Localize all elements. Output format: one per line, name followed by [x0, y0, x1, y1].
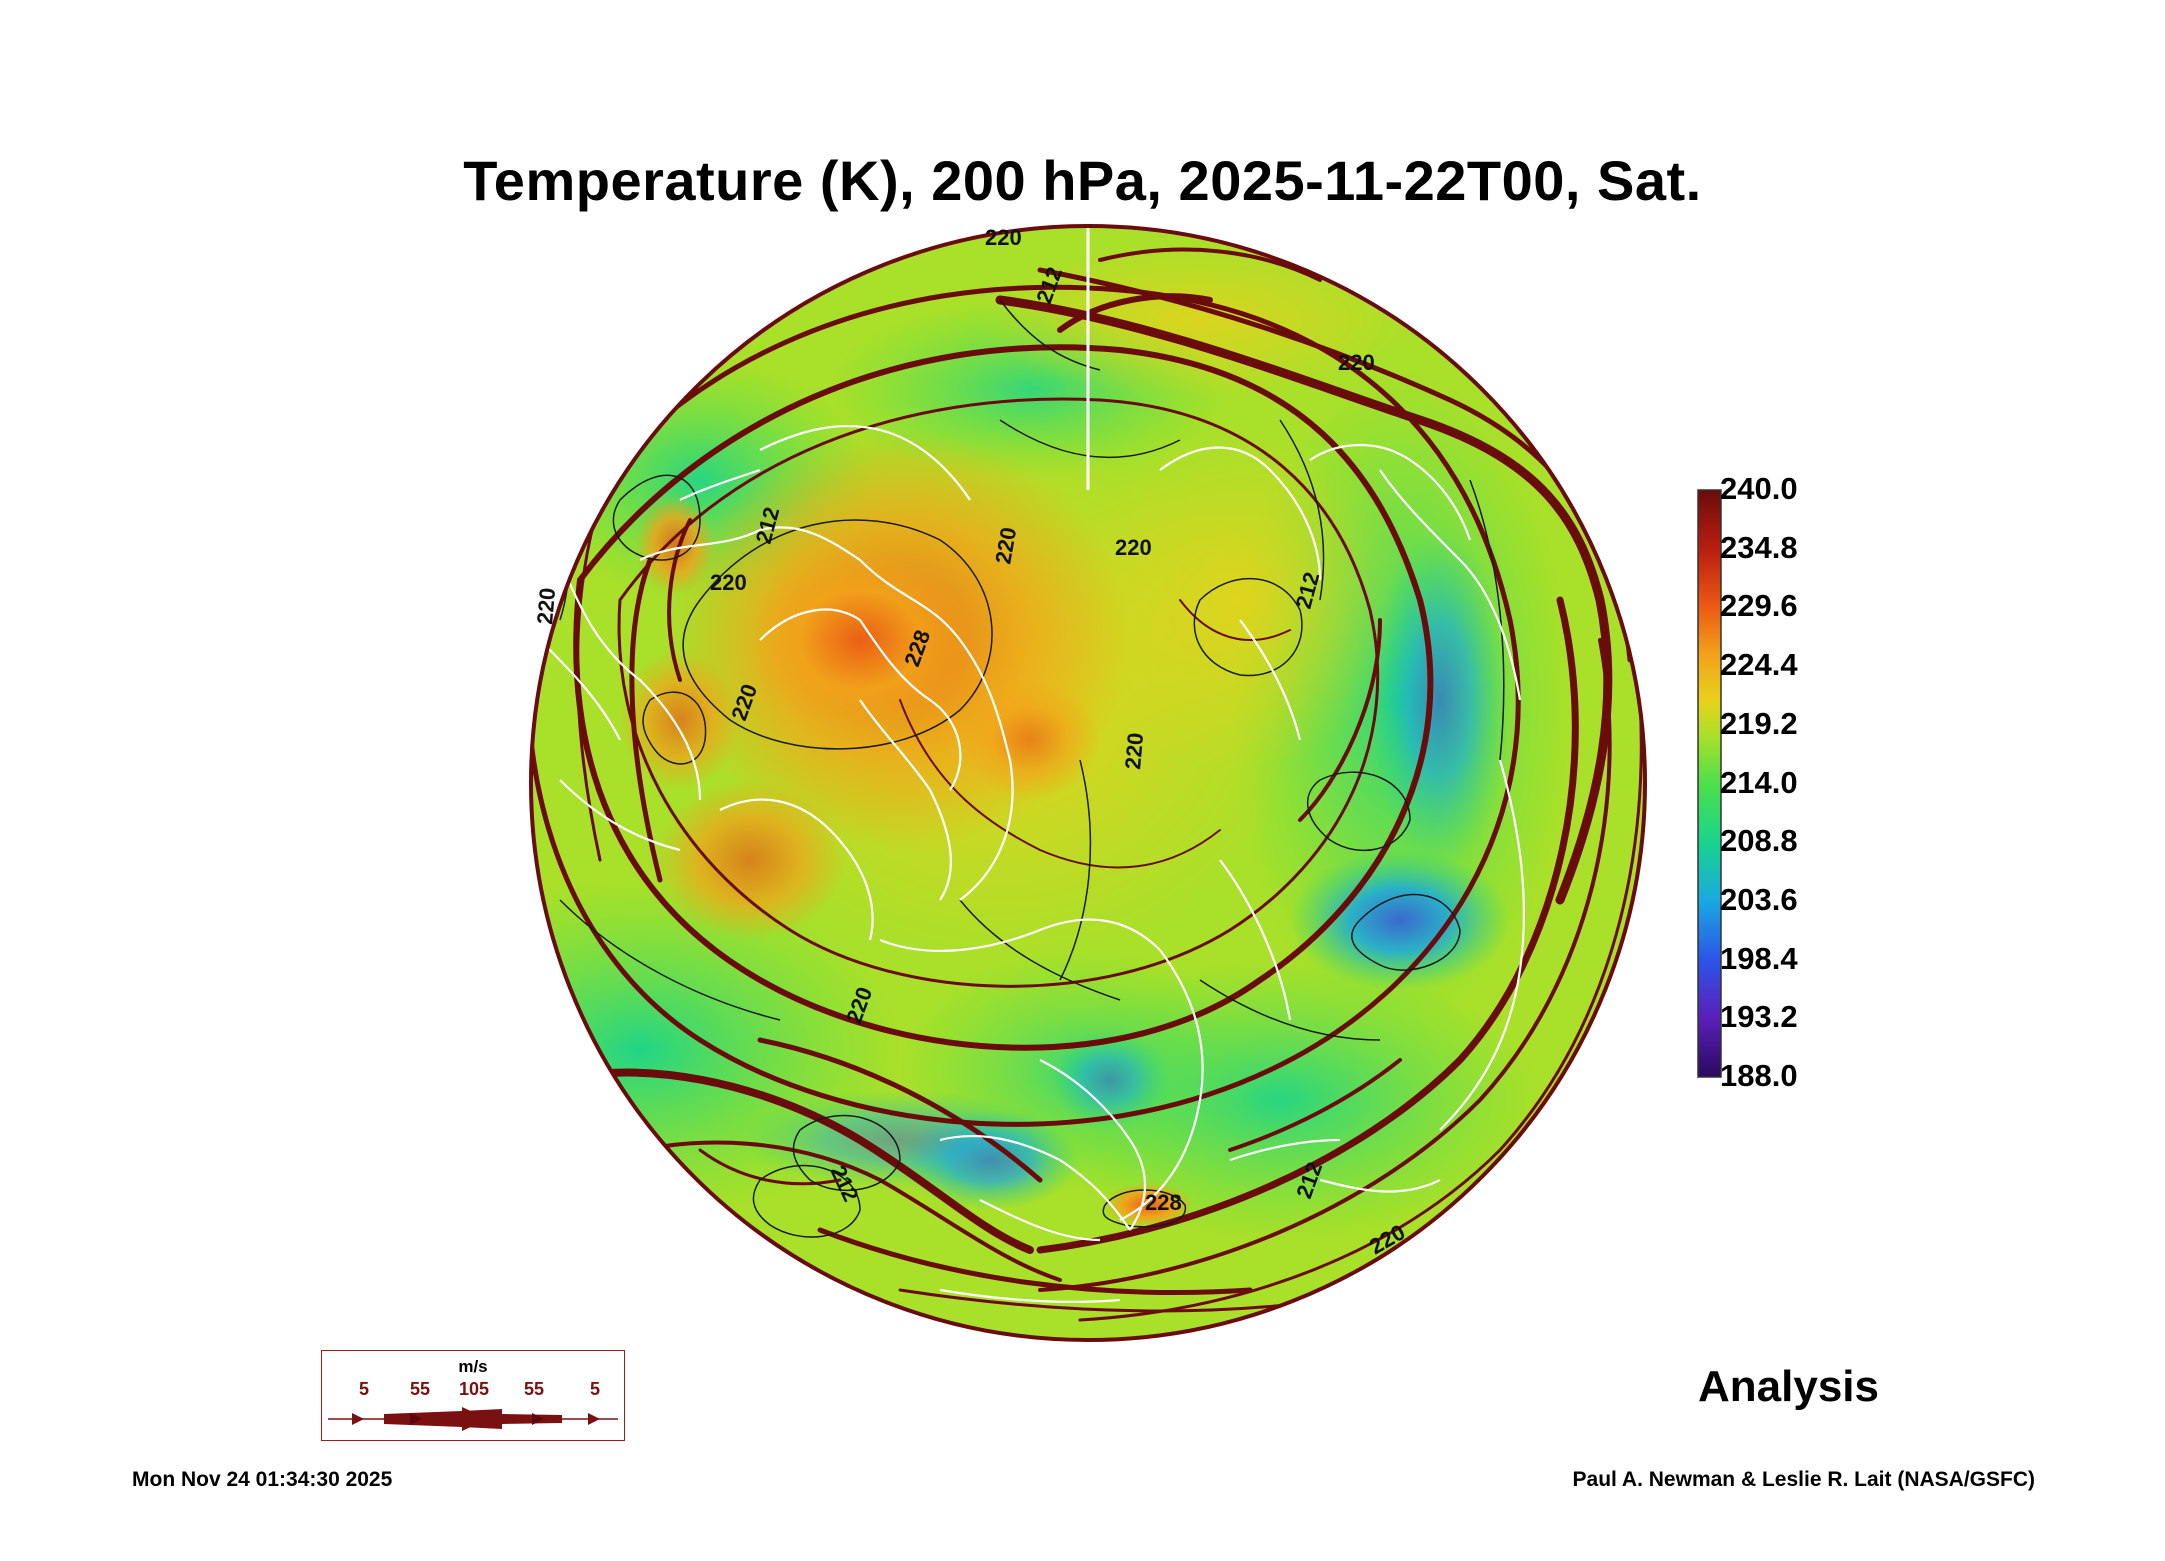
contour-label: 228 [1145, 1190, 1182, 1215]
colorbar-tick-label: 203.6 [1720, 881, 1798, 917]
credit-text: Paul A. Newman & Leslie R. Lait (NASA/GS… [1572, 1468, 2035, 1491]
wind-key-value: 105 [458, 1379, 490, 1399]
colorbar-tick-label: 240.0 [1720, 471, 1798, 506]
map-boundary [529, 224, 1647, 1342]
colorbar-tick-label: 208.8 [1720, 823, 1798, 859]
wind-key-value: 55 [409, 1379, 431, 1399]
colorbar-tick-label: 229.6 [1720, 588, 1798, 624]
temperature-field [531, 226, 1645, 1340]
colorbar-tick-label: 214.0 [1720, 764, 1798, 800]
contour-label: 220 [532, 587, 560, 626]
colorbar-tick-label: 224.4 [1720, 647, 1798, 683]
wind-key-value: 5 [589, 1379, 601, 1399]
wind-speed-key: m/s 5 55 105 55 5 [321, 1350, 625, 1441]
generated-timestamp: Mon Nov 24 01:34:30 2025 [132, 1468, 393, 1491]
colorbar-tick-label: 219.2 [1720, 705, 1798, 741]
map-title: Temperature (K), 200 hPa, 2025-11-22T00,… [463, 149, 1702, 212]
wind-key-arrow [328, 1407, 618, 1431]
contour-label: 220 [1115, 535, 1152, 560]
colorbar-tick-label: 234.8 [1720, 529, 1798, 565]
colorbar-tick-label: 198.4 [1720, 940, 1798, 976]
coastlines [539, 424, 1526, 1304]
analysis-label: Analysis [1698, 1362, 1879, 1411]
colorbar [1697, 489, 1722, 1078]
colorbar-tick-label: 188.0 [1720, 1058, 1798, 1093]
wind-key-value: 55 [523, 1379, 545, 1399]
contour-label: 220 [1120, 732, 1148, 771]
contour-label: 220 [1338, 350, 1375, 375]
colorbar-tick-label: 193.2 [1720, 999, 1798, 1035]
contour-label: 220 [985, 225, 1022, 250]
wind-key-value: 5 [358, 1379, 370, 1399]
wind-key-unit: m/s [458, 1357, 488, 1376]
contour-label: 220 [710, 570, 747, 595]
